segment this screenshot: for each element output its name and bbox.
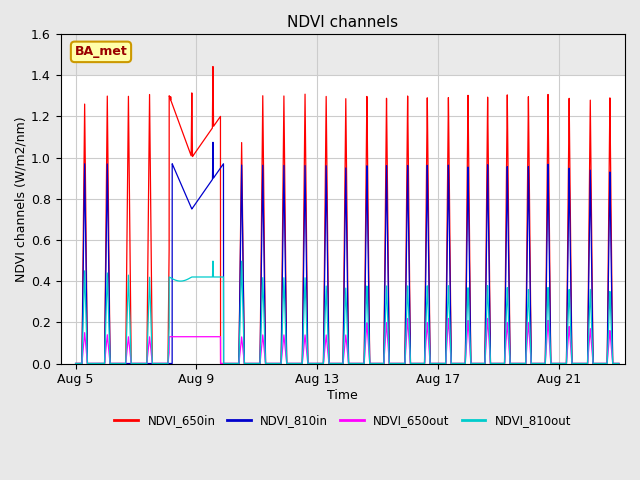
Line: NDVI_650in: NDVI_650in (76, 67, 619, 363)
NDVI_650in (500, 360, 508, 366)
X-axis label: Time: Time (328, 389, 358, 402)
Bar (61, 34, 625, 75)
Line: NDVI_810in: NDVI_810in (76, 142, 619, 363)
NDVI_650out (606, 328, 614, 334)
NDVI_650in (209, 64, 217, 70)
NDVI_650in (412, 360, 420, 366)
NDVI_810in (606, 173, 614, 179)
NDVI_810out (500, 360, 508, 366)
NDVI_810out (72, 360, 79, 366)
NDVI_810in (615, 360, 623, 366)
NDVI_810out (217, 274, 225, 280)
Text: BA_met: BA_met (75, 46, 127, 59)
NDVI_650out (500, 360, 508, 366)
Line: NDVI_650out: NDVI_650out (76, 318, 619, 363)
NDVI_650in (103, 152, 111, 158)
Y-axis label: NDVI channels (W/m2/nm): NDVI channels (W/m2/nm) (15, 116, 28, 282)
NDVI_810in (412, 360, 420, 366)
NDVI_810in (217, 165, 225, 170)
NDVI_650out (217, 360, 225, 366)
NDVI_650out (404, 320, 412, 326)
NDVI_810out (606, 290, 614, 296)
NDVI_810out (209, 258, 217, 264)
NDVI_810in (209, 139, 217, 145)
NDVI_810in (103, 205, 111, 211)
Title: NDVI channels: NDVI channels (287, 15, 398, 30)
NDVI_810out (615, 360, 623, 366)
NDVI_650in (606, 101, 614, 107)
NDVI_650out (103, 338, 111, 344)
NDVI_810in (72, 360, 79, 366)
Line: NDVI_810out: NDVI_810out (76, 261, 619, 363)
NDVI_650in (217, 360, 225, 366)
NDVI_810in (404, 186, 412, 192)
NDVI_650out (412, 360, 420, 366)
NDVI_650out (615, 360, 623, 366)
NDVI_810out (412, 360, 420, 366)
NDVI_810out (103, 290, 111, 296)
NDVI_810out (404, 292, 412, 298)
NDVI_650in (404, 124, 412, 130)
NDVI_650in (72, 360, 79, 366)
Legend: NDVI_650in, NDVI_810in, NDVI_650out, NDVI_810out: NDVI_650in, NDVI_810in, NDVI_650out, NDV… (109, 409, 576, 432)
NDVI_810in (500, 360, 508, 366)
NDVI_650out (484, 315, 492, 321)
NDVI_650out (72, 360, 79, 366)
NDVI_650in (615, 360, 623, 366)
